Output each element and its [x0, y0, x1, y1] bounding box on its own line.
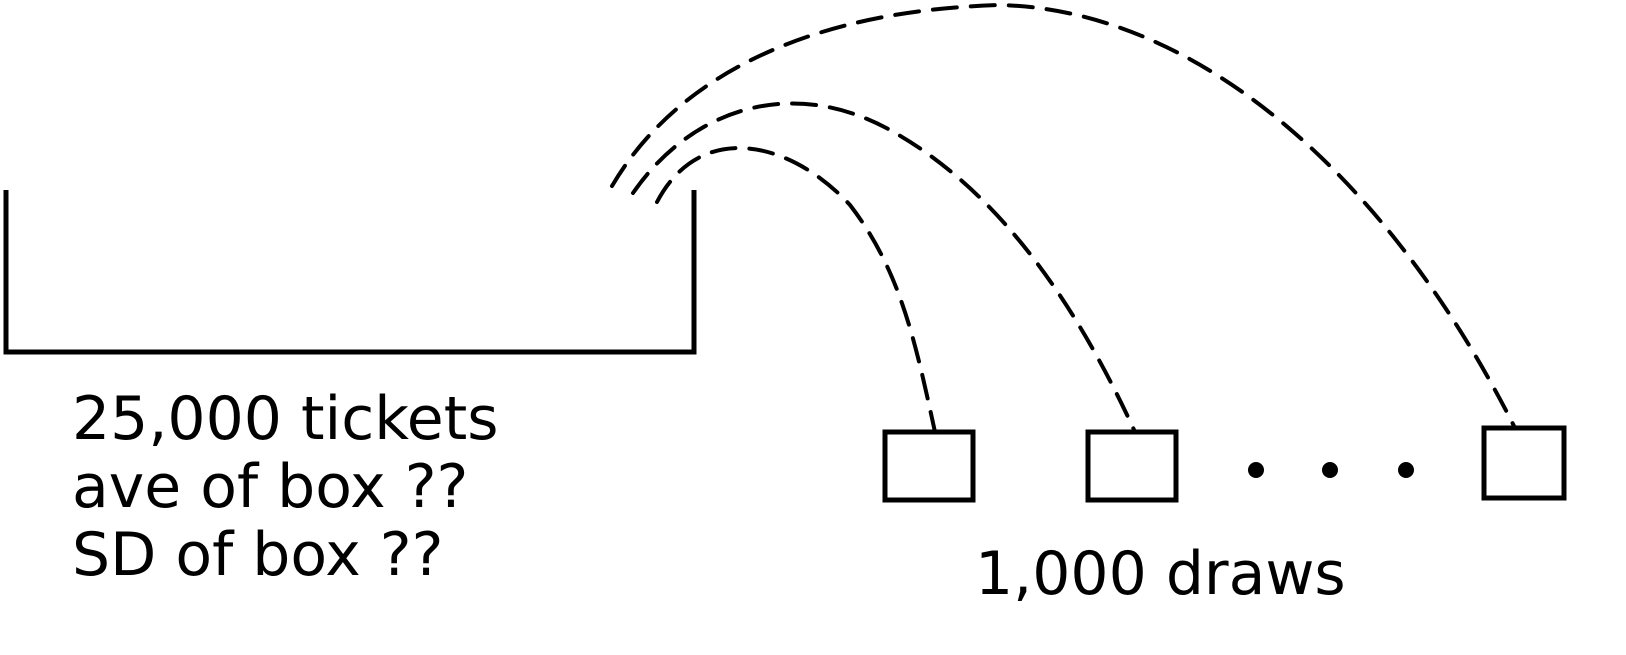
draw-square-3 — [1481, 425, 1567, 501]
box-average-label: ave of box ?? — [72, 452, 469, 522]
draw-arc-2 — [631, 101, 1137, 434]
draw-arc-3 — [610, 2, 1517, 430]
draw-square-1 — [882, 429, 976, 503]
box-description: 25,000 tickets ave of box ?? SD of box ?… — [72, 385, 499, 589]
draw-arc-1 — [655, 146, 937, 434]
ellipsis-dot-3 — [1398, 462, 1414, 478]
ellipsis-dot-1 — [1248, 462, 1264, 478]
draw-square-2 — [1085, 429, 1179, 503]
box-sd-label: SD of box ?? — [72, 520, 444, 590]
draws-count-label: 1,000 draws — [975, 539, 1346, 609]
tickets-count-label: 25,000 tickets — [72, 384, 499, 454]
ticket-box — [3, 190, 697, 355]
ellipsis-dot-2 — [1322, 462, 1338, 478]
